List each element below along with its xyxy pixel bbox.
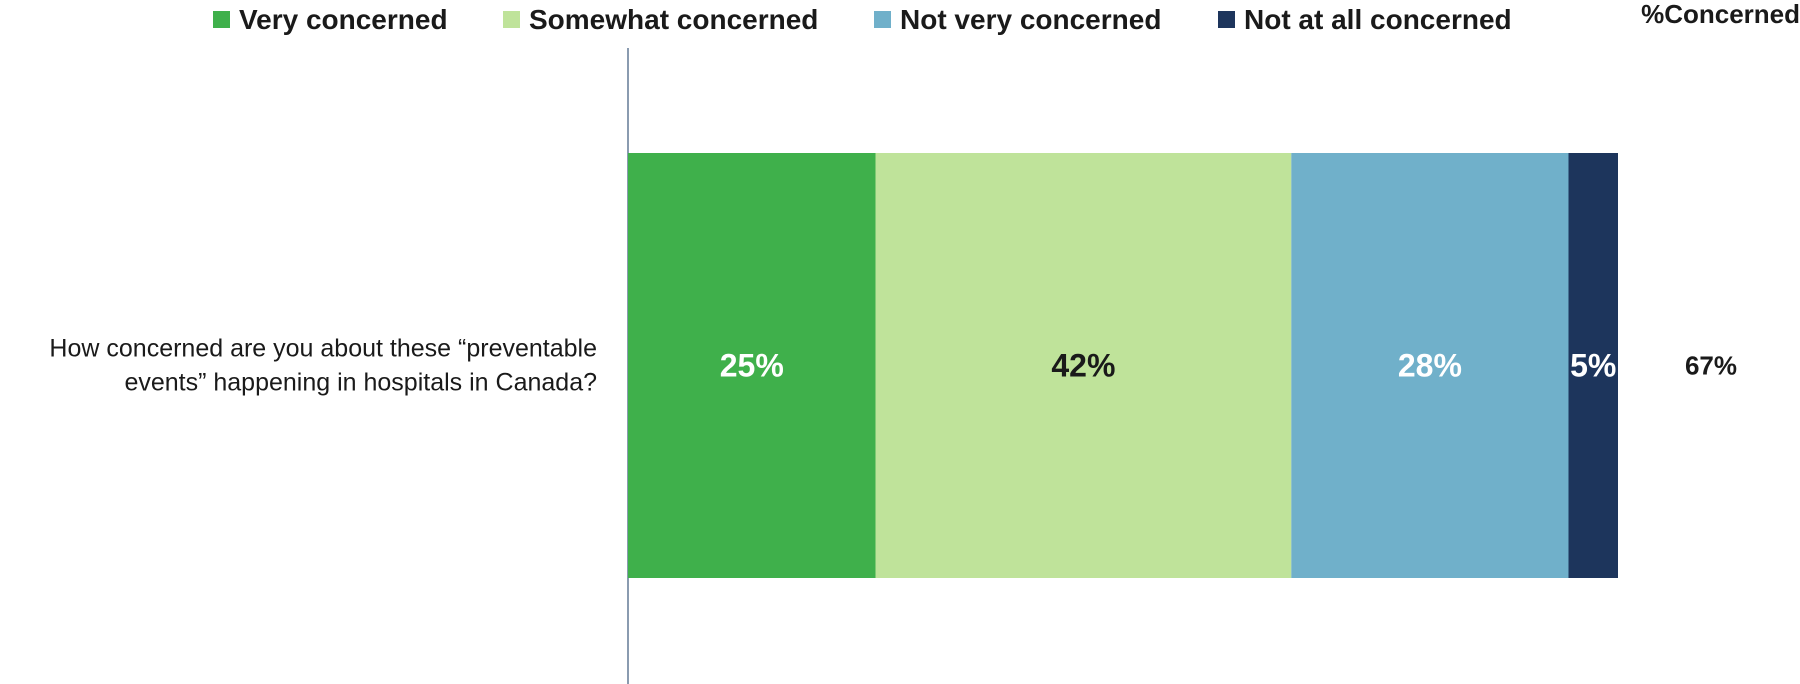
legend-item: Very concerned	[213, 4, 448, 35]
bar-segment	[1568, 153, 1618, 578]
data-label: 28%	[1398, 348, 1462, 384]
legend-swatch	[213, 11, 230, 28]
category-label-line: events” happening in hospitals in Canada…	[124, 369, 597, 397]
totals-header: %Concerned	[1641, 0, 1800, 29]
category-label-line: How concerned are you about these “preve…	[49, 335, 597, 363]
data-label: 42%	[1051, 348, 1115, 384]
legend-label: Not at all concerned	[1244, 4, 1512, 35]
data-label: 25%	[720, 348, 784, 384]
legend-item: Not very concerned	[874, 4, 1161, 35]
total-value: 67%	[1685, 351, 1737, 381]
legend-label: Not very concerned	[900, 4, 1161, 35]
category-labels: How concerned are you about these “preve…	[49, 335, 597, 397]
data-label: 5%	[1570, 348, 1616, 384]
legend-label: Somewhat concerned	[529, 4, 818, 35]
legend-item: Somewhat concerned	[503, 4, 818, 35]
bar-segment	[1291, 153, 1569, 578]
totals: 67%	[1685, 351, 1737, 381]
legend-swatch	[1218, 11, 1235, 28]
legend-swatch	[874, 11, 891, 28]
legend: Very concerned Somewhat concerned Not very…	[213, 4, 1512, 35]
bar-segment	[875, 153, 1292, 578]
legend-label: Very concerned	[239, 4, 448, 35]
bars: 25% 42% 28% 5%	[628, 153, 1618, 578]
bar-segment	[628, 153, 876, 578]
legend-swatch	[503, 11, 520, 28]
category-label: How concerned are you about these “preve…	[49, 335, 597, 397]
legend-item: Not at all concerned	[1218, 4, 1512, 35]
